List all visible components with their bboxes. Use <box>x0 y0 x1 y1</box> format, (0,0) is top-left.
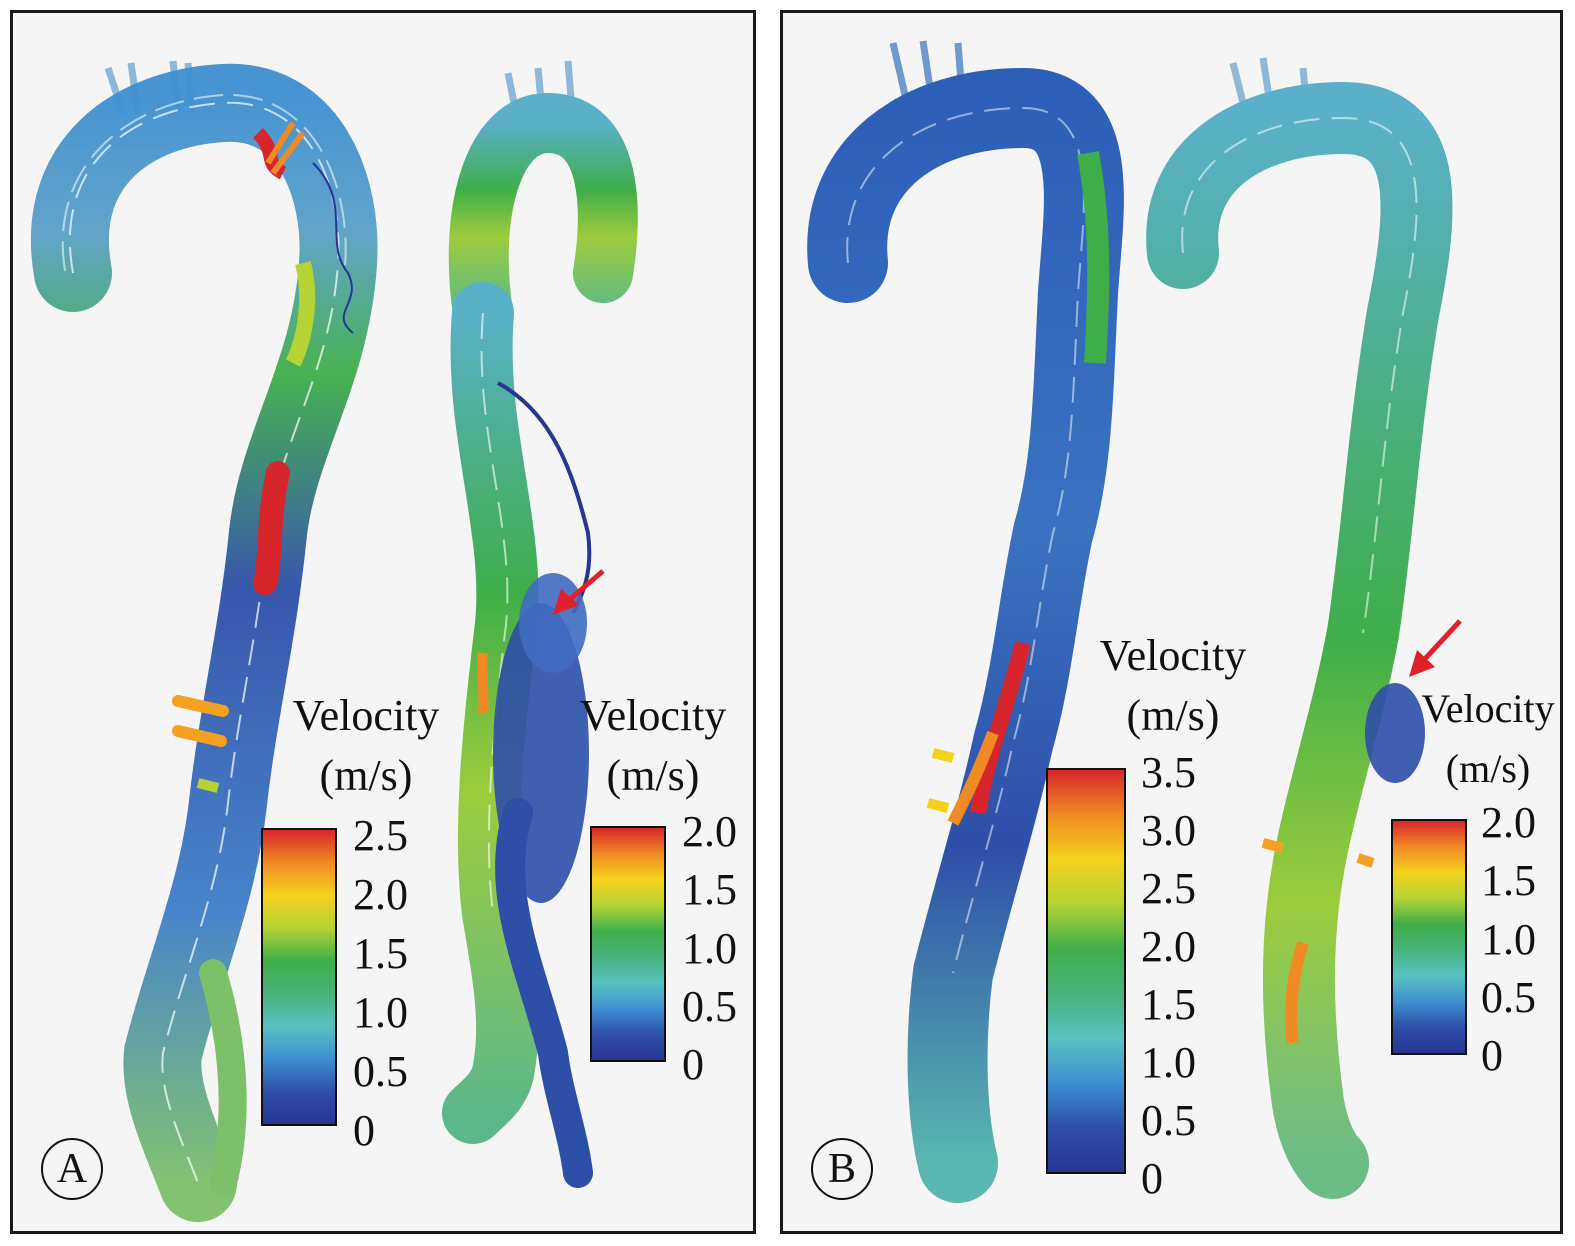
panel-b-label: B <box>811 1138 873 1200</box>
colorbar-a1-tick: 2.5 <box>353 811 408 860</box>
colorbar-b1-tick: 3.5 <box>1141 748 1196 797</box>
colorbar-b2-tick: 2.0 <box>1481 798 1536 847</box>
colorbar-b1-tick: 1.0 <box>1141 1038 1196 1087</box>
colorbar-a2-tick: 1.0 <box>682 924 737 973</box>
colorbar-b2 <box>1391 819 1467 1055</box>
panel-a-arrow <box>553 569 605 615</box>
colorbar-a1-tick: 2.0 <box>353 870 408 919</box>
panel-b-arrow <box>1409 619 1462 677</box>
colorbar-b2-tick: 1.5 <box>1481 856 1536 905</box>
panel-b: Velocity (m/s) 3.5 3.0 2.5 2.0 1.5 1.0 0… <box>780 10 1563 1234</box>
colorbar-a1-title: Velocity (m/s) <box>292 691 440 800</box>
colorbar-b2-tick: 0 <box>1481 1031 1503 1080</box>
colorbar-a2 <box>590 826 666 1062</box>
colorbar-a1 <box>261 828 337 1126</box>
panel-a-illustration <box>30 60 638 1222</box>
colorbar-a1-tick: 1.0 <box>353 988 408 1037</box>
panel-a-label: A <box>41 1138 103 1200</box>
panel-b-aorta-2 <box>1146 57 1453 1199</box>
colorbar-b1-tick: 2.5 <box>1141 864 1196 913</box>
panel-a: Velocity (m/s) 2.5 2.0 1.5 1.0 0.5 0 Vel… <box>10 10 756 1234</box>
panel-a-aorta-2 <box>442 60 638 1188</box>
colorbar-b2-title: Velocity (m/s) <box>1421 686 1555 791</box>
colorbar-b1-tick: 2.0 <box>1141 922 1196 971</box>
colorbar-b1-tick: 3.0 <box>1141 806 1196 855</box>
colorbar-b1-tick: 0.5 <box>1141 1096 1196 1145</box>
panel-a-aorta-1 <box>30 60 378 1222</box>
colorbar-b1-tick: 0 <box>1141 1154 1163 1203</box>
colorbar-a2-tick: 1.5 <box>682 865 737 914</box>
colorbar-b2-tick: 1.0 <box>1481 915 1536 964</box>
panel-b-aorta-1 <box>807 40 1124 1203</box>
colorbar-a2-tick: 0.5 <box>682 982 737 1031</box>
colorbar-b1 <box>1046 768 1126 1174</box>
colorbar-a1-tick: 0 <box>353 1106 375 1155</box>
colorbar-b1-tick: 1.5 <box>1141 980 1196 1029</box>
colorbar-a2-title: Velocity (m/s) <box>579 691 727 800</box>
colorbar-a1-tick: 1.5 <box>353 929 408 978</box>
colorbar-a2-tick: 0 <box>682 1040 704 1089</box>
colorbar-a2-tick: 2.0 <box>682 807 737 856</box>
colorbar-a1-tick: 0.5 <box>353 1047 408 1096</box>
colorbar-b1-title: Velocity (m/s) <box>1099 631 1247 740</box>
colorbar-b2-tick: 0.5 <box>1481 973 1536 1022</box>
panel-b-illustration <box>807 40 1462 1203</box>
